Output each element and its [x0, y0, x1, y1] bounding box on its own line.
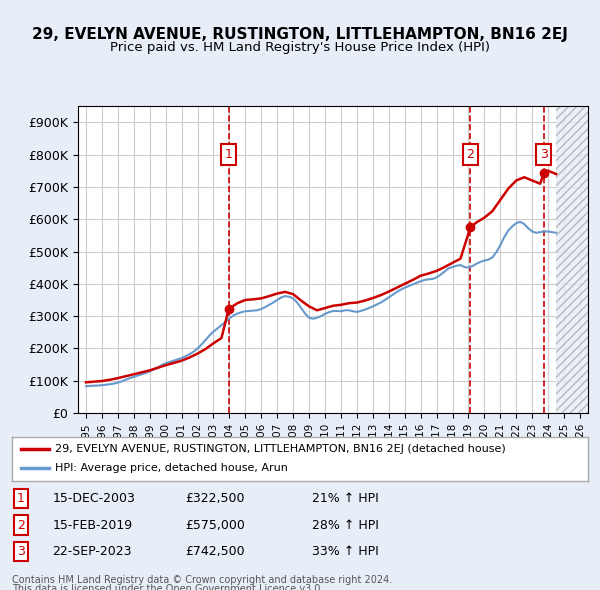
Text: This data is licensed under the Open Government Licence v3.0.: This data is licensed under the Open Gov…: [12, 584, 323, 590]
Text: 1: 1: [17, 492, 25, 505]
Text: £322,500: £322,500: [185, 492, 244, 505]
Text: 22-SEP-2023: 22-SEP-2023: [52, 545, 132, 558]
Text: 3: 3: [540, 148, 548, 161]
Text: 33% ↑ HPI: 33% ↑ HPI: [311, 545, 378, 558]
Text: 2: 2: [17, 519, 25, 532]
Text: Contains HM Land Registry data © Crown copyright and database right 2024.: Contains HM Land Registry data © Crown c…: [12, 575, 392, 585]
Text: 15-DEC-2003: 15-DEC-2003: [52, 492, 135, 505]
Text: 29, EVELYN AVENUE, RUSTINGTON, LITTLEHAMPTON, BN16 2EJ (detached house): 29, EVELYN AVENUE, RUSTINGTON, LITTLEHAM…: [55, 444, 506, 454]
Text: 21% ↑ HPI: 21% ↑ HPI: [311, 492, 378, 505]
Text: 29, EVELYN AVENUE, RUSTINGTON, LITTLEHAMPTON, BN16 2EJ: 29, EVELYN AVENUE, RUSTINGTON, LITTLEHAM…: [32, 27, 568, 41]
Text: 28% ↑ HPI: 28% ↑ HPI: [311, 519, 379, 532]
Text: 2: 2: [466, 148, 475, 161]
Text: £742,500: £742,500: [185, 545, 244, 558]
Bar: [556, 106, 588, 413]
Text: 1: 1: [225, 148, 233, 161]
Text: Price paid vs. HM Land Registry's House Price Index (HPI): Price paid vs. HM Land Registry's House …: [110, 41, 490, 54]
Text: £575,000: £575,000: [185, 519, 245, 532]
Text: 3: 3: [17, 545, 25, 558]
Text: HPI: Average price, detached house, Arun: HPI: Average price, detached house, Arun: [55, 464, 288, 473]
Text: 15-FEB-2019: 15-FEB-2019: [52, 519, 133, 532]
